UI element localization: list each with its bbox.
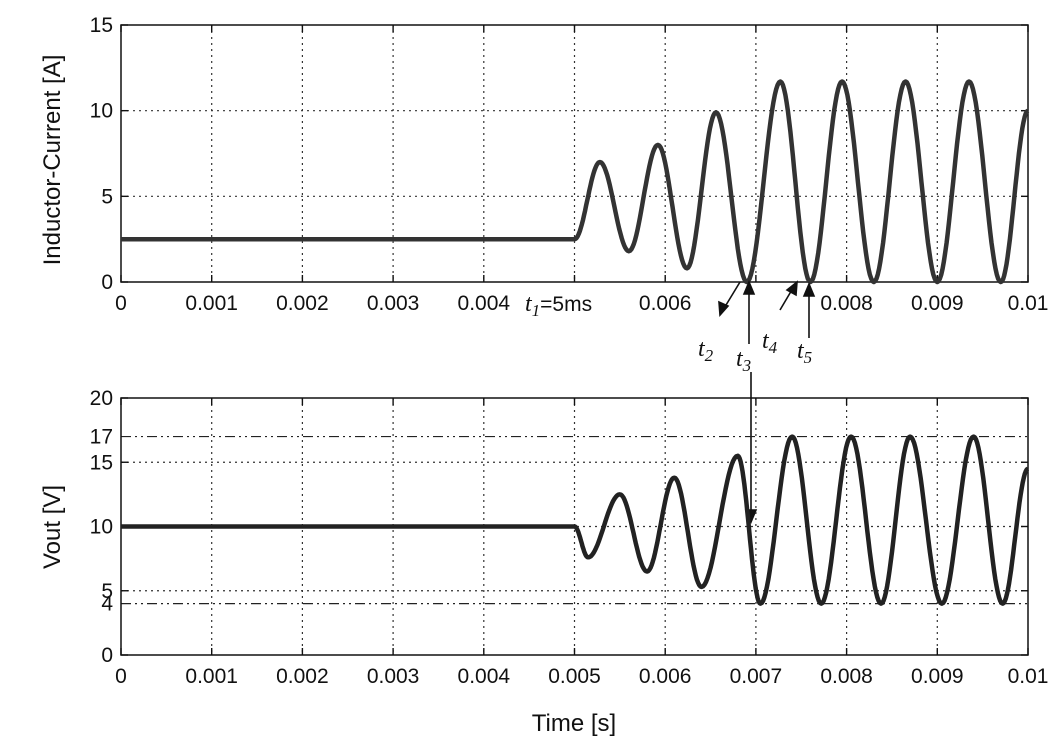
x-tick-label: 0.006 — [639, 665, 692, 688]
reference-line-label: 4 — [101, 593, 113, 616]
x-tick-label: 0.01 — [1008, 292, 1049, 315]
top-y-axis-label: Inductor-Current [A] — [39, 55, 66, 266]
top-y-tick-labels: 0 5 10 15 — [90, 14, 113, 294]
t5-arrow — [802, 281, 816, 338]
x-tick-label: 0.002 — [276, 292, 329, 315]
vout-series — [121, 434, 1030, 606]
y-tick-label: 0 — [101, 271, 113, 294]
x-tick-label: 0.004 — [458, 292, 511, 315]
x-tick-label: 0.009 — [911, 665, 964, 688]
x-tick-label: 0.007 — [730, 665, 783, 688]
t4-annotation: t4 — [762, 328, 778, 357]
y-tick-label: 10 — [90, 100, 113, 123]
vout-plot: 0 0.001 0.002 0.003 0.004 0.005 0.006 0.007 0.00… — [39, 387, 1048, 737]
y-tick-label: 15 — [90, 14, 113, 37]
x-tick-label: 0.005 — [548, 665, 601, 688]
x-tick-label: 0.009 — [911, 292, 964, 315]
top-ticks — [120, 24, 1029, 283]
y-tick-label: 20 — [90, 387, 113, 410]
t2-annotation: t2 — [698, 336, 714, 365]
y-tick-label: 15 — [90, 451, 113, 474]
t2-arrow — [718, 281, 741, 317]
t3-annotation: t3 — [736, 346, 751, 375]
top-grid — [121, 25, 1028, 282]
x-tick-label: 0.01 — [1008, 665, 1049, 688]
y-tick-label: 5 — [101, 580, 113, 603]
top-x-tick-labels: 0 0.001 0.002 0.003 0.004 0.006 0.008 0.009 0.01 — [115, 292, 1048, 315]
bottom-x-tick-labels: 0 0.001 0.002 0.003 0.004 0.005 0.006 0.007 0.00… — [115, 665, 1048, 688]
reference-line-label: 17 — [90, 426, 113, 449]
bottom-y-tick-labels: 0 5 10 15 20 17 4 — [90, 387, 114, 667]
t5-annotation: t5 — [797, 338, 812, 367]
bottom-y-axis-label: Vout [V] — [39, 485, 66, 569]
x-tick-label: 0.003 — [367, 292, 420, 315]
y-tick-label: 0 — [101, 644, 113, 667]
y-tick-label: 5 — [101, 185, 113, 208]
x-tick-label: 0.003 — [367, 665, 420, 688]
x-tick-label: 0.001 — [185, 292, 238, 315]
x-tick-label: 0.004 — [458, 665, 511, 688]
x-tick-label: 0.002 — [276, 665, 329, 688]
x-tick-label: 0.006 — [639, 292, 692, 315]
x-tick-label: 0 — [115, 292, 127, 315]
t3-arrow — [742, 279, 756, 344]
inductor-current-series — [121, 79, 1030, 285]
y-tick-label: 10 — [90, 516, 113, 539]
x-axis-label: Time [s] — [532, 710, 616, 737]
bottom-reference-lines — [121, 435, 1028, 605]
inductor-current-plot: 0 0.001 0.002 0.003 0.004 0.006 0.008 0.009 0.01… — [39, 14, 1048, 315]
x-tick-label: 0.008 — [820, 665, 873, 688]
t1-annotation: t1=5ms — [525, 291, 592, 320]
x-tick-label: 0.008 — [820, 292, 873, 315]
t4-arrow — [779, 280, 798, 311]
x-tick-label: 0.001 — [185, 665, 238, 688]
x-tick-label: 0 — [115, 665, 127, 688]
event-annotations: t1=5ms t2 t3 t4 t5 — [525, 279, 816, 525]
